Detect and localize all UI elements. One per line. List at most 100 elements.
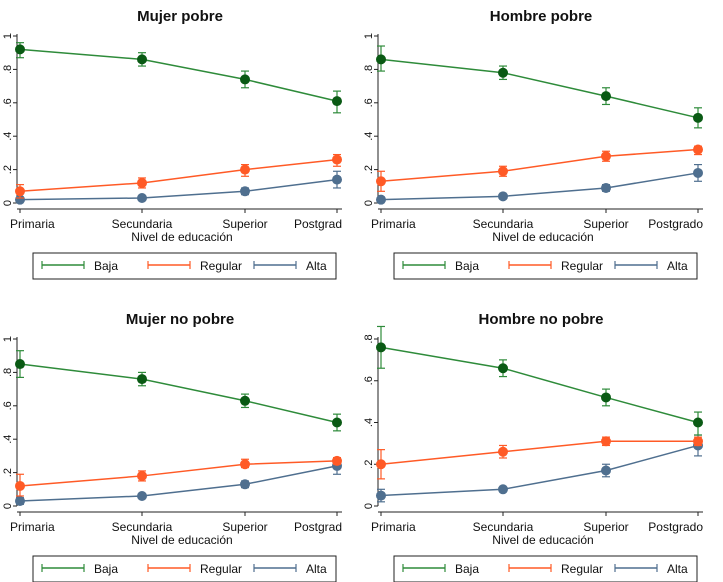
legend: Baja Regular Alta [393,252,698,280]
x-tick-label: Superior [583,520,628,534]
data-point-baja [498,363,508,374]
data-point-regular [376,176,386,187]
x-tick-label: Secundaria [473,520,534,534]
x-axis-label: Nivel de educación [492,533,593,547]
data-point-baja [15,44,25,55]
y-tick-label: .6 [363,98,375,107]
y-tick-label: .4 [2,132,14,141]
legend-label-regular: Regular [561,562,603,576]
data-point-alta [601,182,611,193]
legend-label-baja: Baja [94,562,118,576]
y-tick-label: .2 [363,460,375,469]
series-line-regular [19,460,338,487]
y-tick-label: .8 [363,334,375,343]
y-tick-label: 1 [2,33,14,39]
x-tick-label: Secundaria [473,217,534,231]
data-point-alta [332,174,342,185]
x-tick-label: Superior [583,217,628,231]
y-tick-label: .2 [363,165,375,174]
data-point-alta [498,484,508,495]
panel-title: Hombre no pobre [478,311,603,328]
y-tick-label: .6 [363,376,375,385]
data-point-regular [15,480,25,491]
series-line-regular [19,158,338,193]
series-line-baja [380,58,699,119]
data-point-alta [137,192,147,203]
data-point-alta [376,194,386,205]
data-point-alta [137,490,147,501]
x-tick-label: Postgrad [294,217,342,231]
legend-label-regular: Regular [200,259,242,273]
data-point-baja [498,67,508,78]
data-point-regular [332,154,342,165]
series-line-regular [380,148,699,183]
legend-label-baja: Baja [455,259,479,273]
panel-title: Mujer no pobre [126,311,234,328]
series-line-alta [380,172,699,201]
data-point-alta [601,465,611,476]
y-tick-label: .4 [363,132,375,141]
panel-title: Hombre pobre [490,8,593,25]
data-point-baja [601,91,611,102]
legend-label-alta: Alta [306,259,327,273]
series-line-baja [19,48,338,102]
data-point-alta [693,167,703,178]
data-point-baja [240,395,250,406]
series-line-alta [19,465,338,502]
data-point-alta [240,479,250,490]
y-tick-label: 0 [2,200,14,206]
legend-box [32,252,337,280]
y-tick-label: .4 [2,435,14,444]
data-point-regular [15,186,25,197]
data-point-alta [15,495,25,506]
x-tick-label: Postgrado [648,217,703,231]
series-line-alta [19,178,338,201]
panel-3: Mujer no pobre 0 .2 .4 .6 .8 1 Primaria Secundar… [2,311,342,582]
data-point-regular [137,470,147,481]
data-point-regular [693,144,703,155]
panel-title: Mujer pobre [137,8,223,25]
data-point-baja [693,417,703,428]
legend-label-regular: Regular [200,562,242,576]
data-point-baja [240,74,250,85]
data-point-baja [15,359,25,370]
data-point-baja [137,374,147,385]
x-tick-label: Primaria [10,217,55,231]
data-point-regular [332,455,342,466]
legend: Baja Regular Alta [393,555,698,582]
x-tick-label: Postgrad [294,520,342,534]
data-point-alta [498,191,508,202]
y-tick-label: .6 [2,98,14,107]
y-tick-label: .8 [2,65,14,74]
series-line-baja [19,363,338,424]
legend-label-baja: Baja [94,259,118,273]
data-point-baja [332,417,342,428]
y-tick-label: 0 [363,200,375,206]
y-tick-label: .2 [2,165,14,174]
panel-4: Hombre no pobre 0 .2 .4 .6 .8 Primaria Secundar… [363,311,703,582]
y-tick-label: .8 [363,65,375,74]
data-point-regular [240,164,250,175]
legend-box [393,252,698,280]
y-tick-label: 0 [363,503,375,509]
x-tick-label: Secundaria [112,520,173,534]
series-line-alta [380,444,699,497]
data-point-alta [376,490,386,501]
panel-2: Hombre pobre 0 .2 .4 .6 .8 1 Primaria Secundaria… [363,8,703,280]
data-point-regular [376,459,386,470]
x-tick-label: Primaria [10,520,55,534]
data-point-baja [137,54,147,65]
data-point-regular [693,436,703,447]
y-tick-label: .8 [2,368,14,377]
series-line-regular [380,440,698,465]
data-point-regular [498,446,508,457]
x-tick-label: Postgrado [648,520,703,534]
x-axis-label: Nivel de educación [131,533,232,547]
data-point-baja [332,96,342,107]
data-point-regular [240,459,250,470]
x-tick-label: Superior [222,217,267,231]
legend-box [32,555,337,582]
y-tick-label: .6 [2,401,14,410]
y-tick-label: 0 [2,503,14,509]
